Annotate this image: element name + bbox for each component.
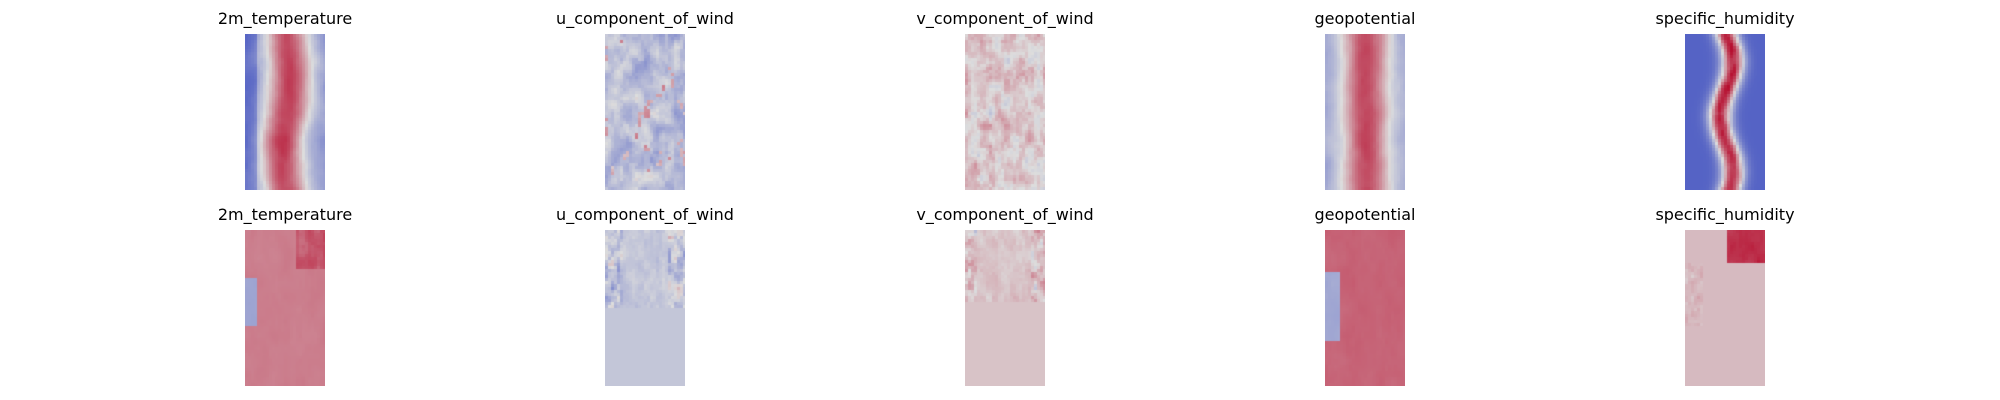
heatmap-u-component-of-wind (605, 230, 685, 386)
panel-row2-col5: specific_humidity (1605, 205, 1845, 386)
heatmap-specific-humidity (1685, 34, 1765, 190)
panel-title: u_component_of_wind (556, 205, 734, 224)
panel-row2-col2: u_component_of_wind (525, 205, 765, 386)
panel-title: 2m_temperature (217, 9, 353, 28)
heatmap-v-component-of-wind (965, 34, 1045, 190)
panel-title: specific_humidity (1655, 9, 1795, 28)
panel-row2-col3: v_component_of_wind (885, 205, 1125, 386)
panel-row1-col4: geopotential (1245, 9, 1485, 190)
panel-row2-col1: 2m_temperature (165, 205, 405, 386)
heatmap-specific-humidity (1685, 230, 1765, 386)
heatmap-geopotential (1325, 34, 1405, 190)
heatmap-2m-temperature (245, 230, 325, 386)
panel-title: u_component_of_wind (556, 9, 734, 28)
panel-row1-col3: v_component_of_wind (885, 9, 1125, 190)
panel-row1-col2: u_component_of_wind (525, 9, 765, 190)
panel-title: v_component_of_wind (916, 205, 1094, 224)
panel-title: geopotential (1314, 9, 1416, 28)
heatmap-geopotential (1325, 230, 1405, 386)
panel-title: 2m_temperature (217, 205, 353, 224)
panel-title: geopotential (1314, 205, 1416, 224)
heatmap-u-component-of-wind (605, 34, 685, 190)
panel-title: v_component_of_wind (916, 9, 1094, 28)
panel-row2-col4: geopotential (1245, 205, 1485, 386)
heatmap-2m-temperature (245, 34, 325, 190)
panel-title: specific_humidity (1655, 205, 1795, 224)
panel-row1-col1: 2m_temperature (165, 9, 405, 190)
panel-row1-col5: specific_humidity (1605, 9, 1845, 190)
heatmap-v-component-of-wind (965, 230, 1045, 386)
